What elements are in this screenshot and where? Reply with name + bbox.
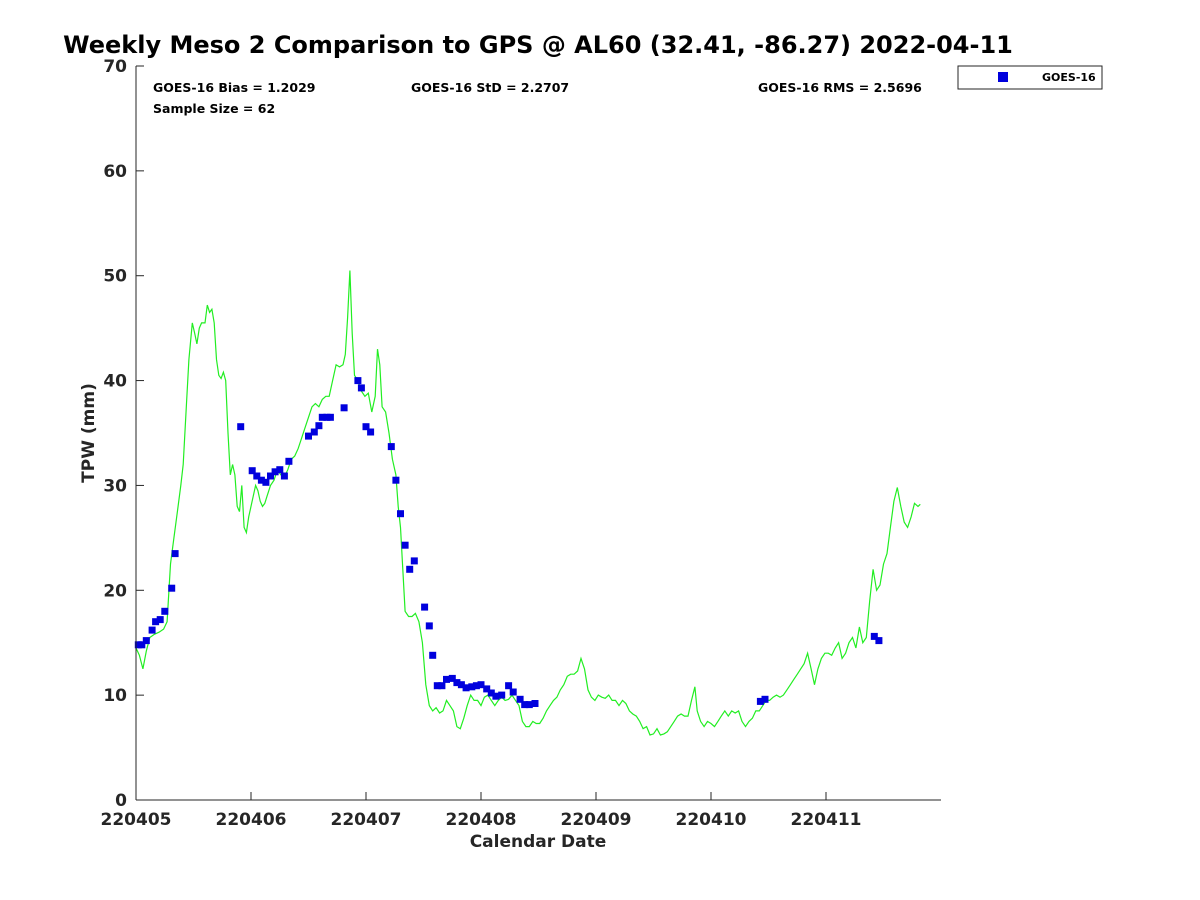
goes16-point <box>443 675 450 683</box>
goes16-point <box>156 616 164 624</box>
goes16-point <box>152 618 160 626</box>
goes16-point <box>318 413 326 421</box>
goes16-point <box>448 674 456 682</box>
goes16-point <box>505 682 513 690</box>
goes16-point <box>509 688 517 696</box>
goes16-point <box>248 467 256 475</box>
legend-marker-goes16 <box>998 72 1008 82</box>
y-tick-label: 20 <box>103 581 127 601</box>
goes16-point <box>267 472 274 480</box>
y-tick-label: 10 <box>103 686 127 706</box>
goes16-point <box>367 428 375 436</box>
goes16-point <box>472 682 480 690</box>
y-tick-label: 0 <box>115 791 127 811</box>
goes16-point <box>310 428 318 436</box>
goes16-point <box>392 476 400 484</box>
goes16-point <box>362 423 370 431</box>
goes16-point <box>406 565 414 573</box>
goes16-point <box>397 510 404 518</box>
goes16-point <box>756 697 764 705</box>
chart-title: Weekly Meso 2 Comparison to GPS @ AL60 (… <box>63 31 1013 59</box>
goes16-point <box>487 689 495 697</box>
goes16-point <box>271 468 279 476</box>
goes16-point <box>433 682 441 690</box>
goes16-point <box>492 692 500 700</box>
legend-box <box>957 65 1103 90</box>
goes16-point <box>870 632 878 640</box>
goes16-point <box>421 603 429 611</box>
stat-bias: GOES-16 Bias = 1.2029 <box>153 80 315 95</box>
goes16-point <box>237 423 245 431</box>
y-tick-label: 50 <box>103 267 127 287</box>
y-axis: 0 10 20 30 40 50 60 70 <box>103 57 144 811</box>
goes16-point <box>531 700 539 707</box>
goes16-point <box>521 701 529 709</box>
goes16-point <box>425 622 433 630</box>
goes16-point <box>387 443 395 451</box>
gps-tpw-line <box>135 270 921 736</box>
goes16-point <box>161 607 169 615</box>
goes16-point <box>253 472 261 480</box>
goes16-point <box>401 541 409 549</box>
goes16-point <box>354 377 362 385</box>
goes16-point <box>516 695 524 703</box>
goes16-point <box>142 637 150 645</box>
goes16-point <box>280 472 288 480</box>
goes16-point <box>168 584 176 592</box>
goes16-point <box>305 432 312 440</box>
y-tick-label: 70 <box>103 57 127 77</box>
goes16-point <box>525 701 533 709</box>
stat-sample-size: Sample Size = 62 <box>153 101 275 116</box>
goes16-point <box>438 682 446 690</box>
x-tick-label: 220411 <box>791 810 862 830</box>
x-tick-label: 220405 <box>101 810 172 830</box>
goes16-point <box>326 413 334 421</box>
goes16-point <box>761 695 769 703</box>
goes16-point <box>257 476 265 484</box>
goes16-point <box>498 691 506 699</box>
goes16-point <box>171 550 179 558</box>
y-tick-label: 40 <box>103 372 127 392</box>
legend-label-goes16: GOES-16 <box>1042 71 1096 84</box>
y-tick-label: 60 <box>103 162 127 182</box>
goes16-point <box>462 684 470 692</box>
x-tick-label: 220410 <box>676 810 747 830</box>
x-axis: 220405 220406 220407 220408 220409 220410 2204… <box>101 792 941 830</box>
goes16-point <box>457 681 465 689</box>
goes16-point <box>453 679 461 687</box>
stat-std: GOES-16 StD = 2.2707 <box>411 80 569 95</box>
goes16-point <box>875 637 883 645</box>
goes16-point <box>357 384 365 392</box>
goes16-point <box>276 466 284 474</box>
goes16-point <box>262 478 270 486</box>
goes16-point <box>138 641 146 649</box>
legend: GOES-16 <box>957 65 1103 90</box>
x-tick-label: 220407 <box>331 810 402 830</box>
plot-area <box>134 270 921 736</box>
y-tick-label: 30 <box>103 476 127 496</box>
goes16-point <box>477 681 485 689</box>
goes16-point <box>340 404 348 412</box>
x-tick-label: 220406 <box>216 810 287 830</box>
x-axis-label: Calendar Date <box>470 832 607 852</box>
x-tick-label: 220409 <box>561 810 632 830</box>
goes16-point <box>148 626 156 634</box>
stat-rms: GOES-16 RMS = 2.5696 <box>758 80 922 95</box>
goes16-point <box>468 683 476 691</box>
goes16-point <box>285 457 293 465</box>
y-axis-label: TPW (mm) <box>79 383 99 483</box>
goes16-point <box>483 685 491 693</box>
x-tick-label: 220408 <box>446 810 517 830</box>
goes16-point <box>315 422 323 430</box>
goes16-point <box>429 651 437 659</box>
goes16-point <box>410 557 418 565</box>
